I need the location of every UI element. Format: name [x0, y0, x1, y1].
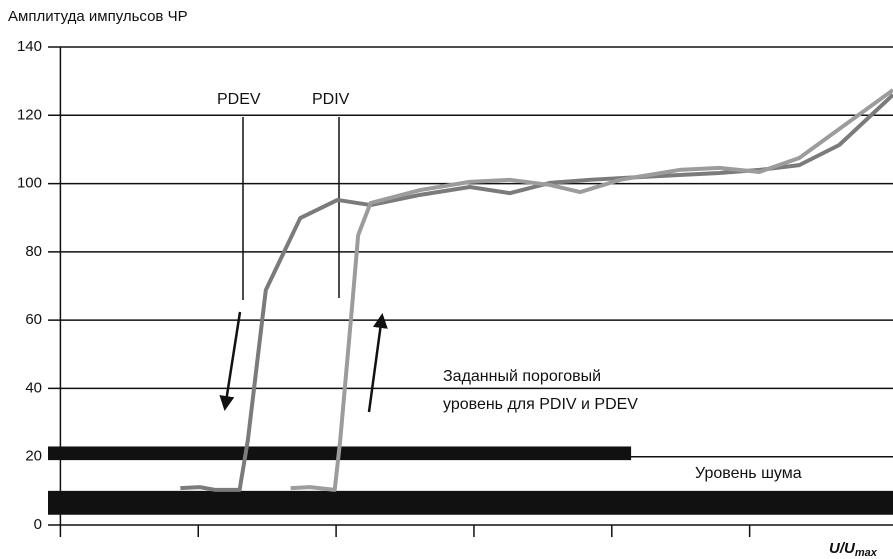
band-noise	[48, 490, 893, 515]
y-tick-label: 40	[25, 379, 42, 396]
y-tick-label: 80	[25, 243, 42, 260]
annotation: Заданный пороговый	[443, 368, 601, 385]
y-tick-label: 20	[25, 448, 42, 465]
x-axis-label: U/Umax	[829, 540, 878, 559]
arrow	[219, 311, 242, 411]
arrow	[367, 313, 388, 413]
y-tick-label: 140	[17, 38, 42, 55]
series-label: PDIV	[312, 91, 350, 108]
annotation: уровень для PDIV и PDEV	[443, 396, 638, 413]
series-line	[290, 88, 893, 492]
y-tick-label: 0	[34, 516, 42, 533]
series-line	[180, 93, 893, 492]
y-axis-label: Амплитуда импульсов ЧР	[8, 8, 188, 25]
series-label: PDEV	[217, 91, 261, 108]
y-tick-label: 60	[25, 311, 42, 328]
y-tick-label: 100	[17, 175, 42, 192]
annotation: Уровень шума	[695, 465, 802, 482]
y-tick-label: 120	[17, 106, 42, 123]
x-axis-label-main: U/U	[829, 540, 856, 557]
x-axis-label-sub: max	[855, 547, 878, 559]
